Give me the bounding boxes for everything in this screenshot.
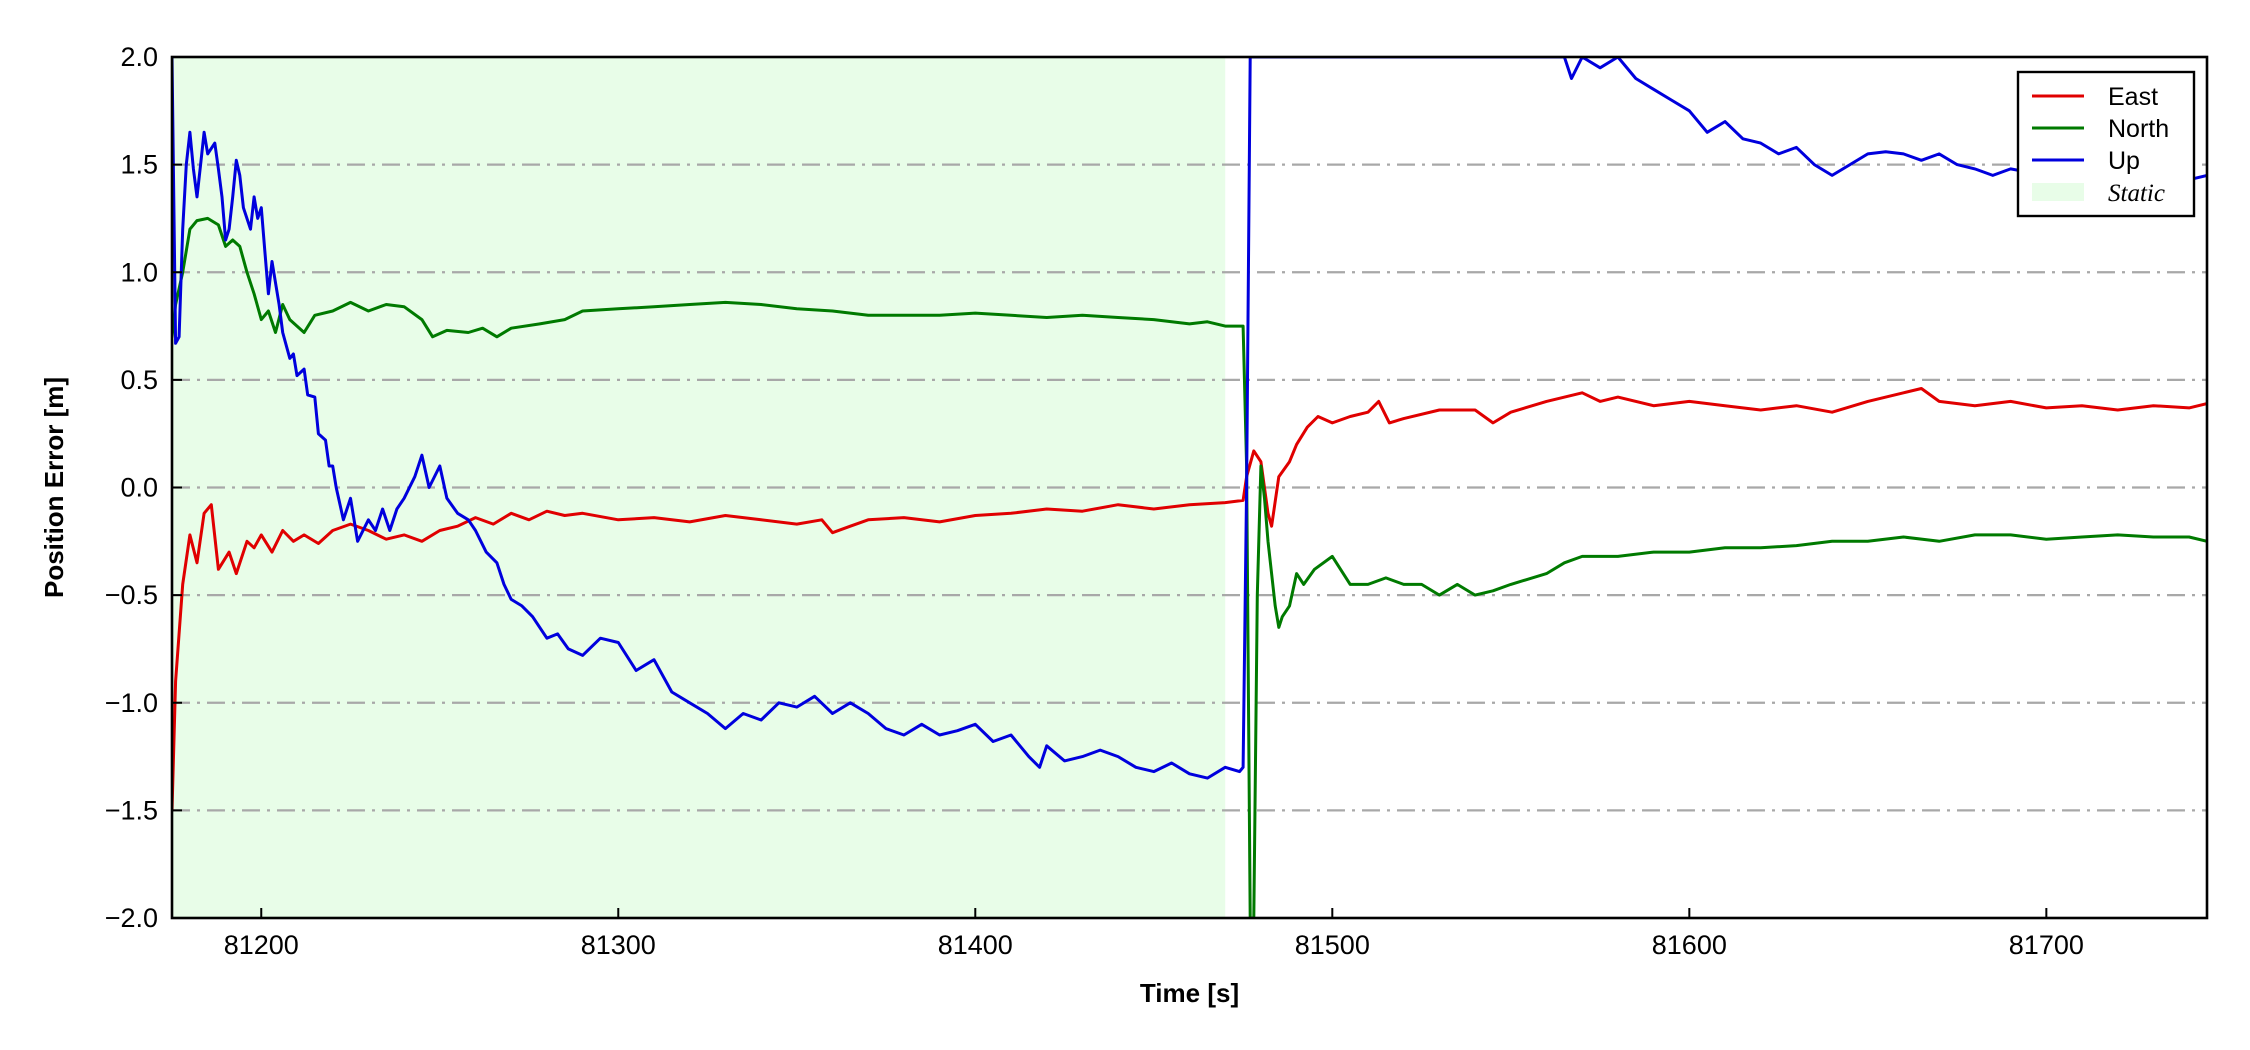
legend-label-north: North [2108,115,2169,143]
series-layer [172,57,2207,918]
y-axis-label: Position Error [m] [39,377,69,598]
grid-layer [172,163,2207,812]
y-tick-label: 0.0 [120,473,158,503]
y-tick-label: 1.0 [120,257,158,287]
x-tick-label: 81500 [1295,930,1370,960]
legend-label-static: Static [2108,180,2165,207]
y-tick-label: −2.0 [105,903,158,933]
series-line-up [172,57,2207,780]
legend-label-up: Up [2108,147,2140,175]
x-axis-label: Time [s] [1140,978,1239,1008]
y-tick-label: −1.0 [105,688,158,718]
legend-swatch-static [2032,183,2084,201]
x-tick-label: 81300 [581,930,656,960]
legend-label-east: East [2108,83,2158,111]
legend: East North Up Static [2016,70,2196,218]
tick-layer: 81200 81300 81400 81500 81600 81700 −2.0 −1.5 −1… [105,42,2084,960]
y-tick-label: 2.0 [120,42,158,72]
series-line-north [172,216,2207,918]
x-tick-label: 81600 [1652,930,1727,960]
y-tick-label: −1.5 [105,795,158,825]
y-tick-label: 0.5 [120,365,158,395]
x-tick-label: 81200 [224,930,299,960]
y-tick-label: −0.5 [105,580,158,610]
x-tick-label: 81400 [938,930,1013,960]
series-line-east [172,387,2207,812]
x-tick-label: 81700 [2009,930,2084,960]
y-tick-label: 1.5 [120,150,158,180]
